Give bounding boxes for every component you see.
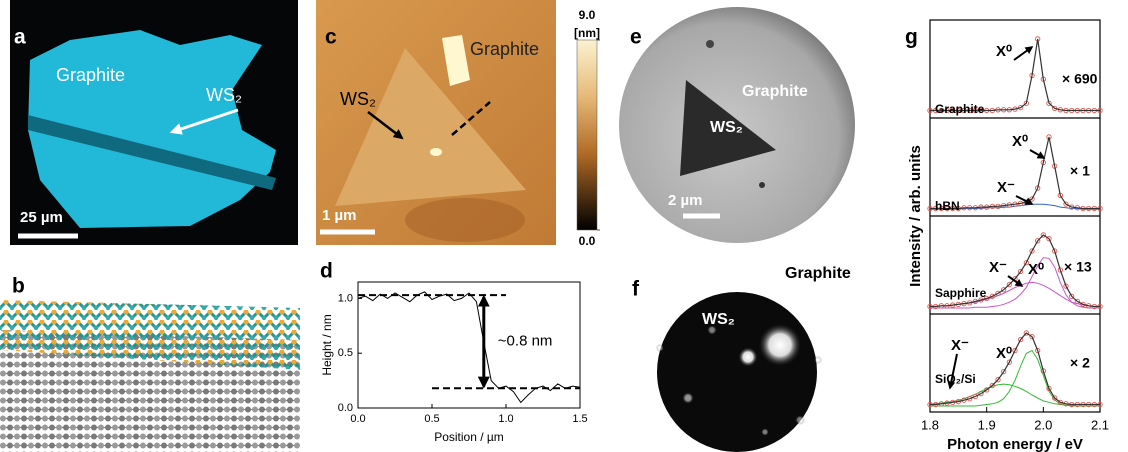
panel-c: c Graphite WS₂ 1 µm [nm] <box>316 0 600 245</box>
sample-label: Graphite <box>935 102 985 116</box>
x-tick-label: 0.5 <box>424 413 439 425</box>
leed-image <box>657 292 817 452</box>
spot <box>738 347 758 367</box>
peak-label: X⁰ <box>996 345 1012 362</box>
scale-factor: × 1 <box>1070 163 1090 179</box>
panel-letter: a <box>14 26 26 49</box>
y-axis-label: Height / nm <box>320 314 334 375</box>
scale-label: 2 µm <box>668 192 703 209</box>
scale-factor: × 690 <box>1062 71 1098 87</box>
panel-letter: e <box>630 26 642 49</box>
scale-factor: × 13 <box>1064 259 1092 275</box>
x-axis-label: Position / µm <box>434 430 504 444</box>
sample-label: Sapphire <box>935 286 987 300</box>
peak-arrow <box>1030 150 1044 158</box>
x-tick-label: 1.9 <box>978 417 996 432</box>
y-tick-label: 0.5 <box>338 347 353 359</box>
particle <box>430 148 442 156</box>
colorbar-label: 9.0 <box>579 8 596 22</box>
label: WS₂ <box>340 89 376 109</box>
peak-label: X⁻ <box>997 179 1015 196</box>
x-axis-label: Photon energy / eV <box>947 436 1083 452</box>
label: Graphite <box>470 39 539 59</box>
x-tick-label: 1.0 <box>498 413 513 425</box>
defect <box>706 40 714 48</box>
peak-label: X⁰ <box>996 43 1012 60</box>
y-axis-label: Intensity / arb. units <box>907 145 924 287</box>
colorbar-unit: [nm] <box>574 26 600 40</box>
panel-letter: g <box>905 26 918 49</box>
shadow <box>405 198 525 242</box>
panel-a: a Graphite WS₂ 25 µm <box>10 0 298 245</box>
panel-f: f Graphite WS₂ <box>632 265 851 452</box>
scale-label: 1 µm <box>322 207 357 224</box>
y-tick-label: 1.0 <box>338 292 353 304</box>
spot <box>795 415 805 425</box>
x-tick-label: 1.8 <box>921 417 939 432</box>
sample-label: hBN <box>935 199 960 213</box>
label: WS₂ <box>702 311 735 328</box>
x-tick-label: 0.0 <box>350 413 365 425</box>
panel-letter: c <box>325 26 337 49</box>
x-tick-label: 2.0 <box>1034 417 1052 432</box>
label: WS₂ <box>710 119 743 136</box>
peak-label: X⁻ <box>951 337 969 354</box>
y-tick-label: 0.0 <box>338 402 353 414</box>
peak-label: X⁰ <box>1028 261 1044 278</box>
label: Graphite <box>742 83 808 100</box>
peak-arrow <box>1014 47 1032 60</box>
x-tick-label: 1.5 <box>572 413 587 425</box>
panel-letter: d <box>320 260 333 283</box>
panel-b: b <box>0 275 300 452</box>
colorbar-label: 0.0 <box>579 234 596 248</box>
spot <box>761 428 769 436</box>
panel-letter: f <box>632 278 640 301</box>
scale-factor: × 2 <box>1070 355 1090 371</box>
annotation: ~0.8 nm <box>498 333 553 350</box>
spot <box>758 323 802 367</box>
label: Graphite <box>56 65 125 85</box>
component-fit <box>930 384 1100 406</box>
panel-e: e Graphite WS₂ 2 µm <box>619 7 855 243</box>
colorbar <box>577 40 597 230</box>
spot <box>814 356 822 364</box>
spot <box>682 392 694 404</box>
panel-letter: b <box>12 275 25 298</box>
scale-label: 25 µm <box>20 209 63 226</box>
peak-label: X⁻ <box>989 259 1007 276</box>
figure: a Graphite WS₂ 25 µm b c Graphite WS₂ 1 … <box>0 0 1128 452</box>
label: Graphite <box>785 265 851 282</box>
peak-label: X⁰ <box>1012 133 1028 150</box>
sample-label: SiO₂/Si <box>935 372 976 386</box>
label: WS₂ <box>206 85 242 105</box>
defect <box>759 182 765 188</box>
x-tick-label: 2.1 <box>1091 417 1109 432</box>
spot <box>656 344 664 352</box>
